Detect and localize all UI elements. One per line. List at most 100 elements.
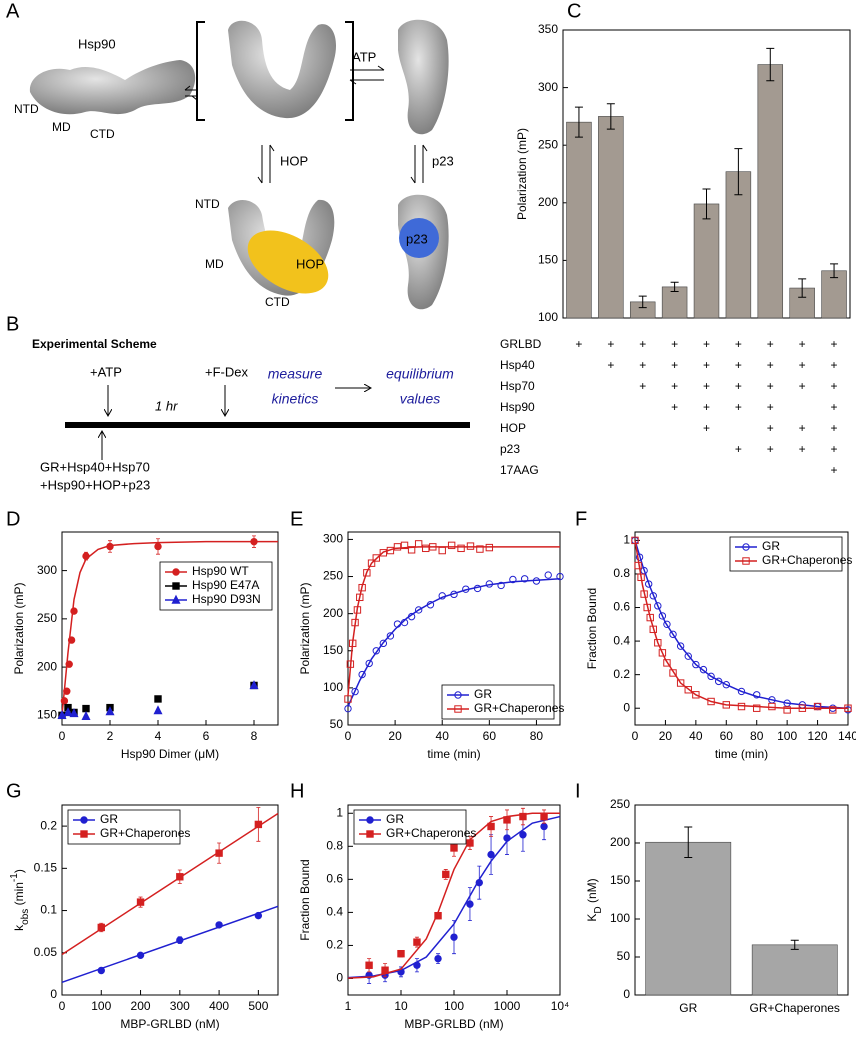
x-tick-label: 0 (59, 999, 66, 1013)
point (457, 544, 465, 553)
x-tick-label: 10⁴ (551, 999, 570, 1013)
point (105, 706, 115, 716)
condition-mark: + (703, 379, 710, 393)
x-tick-label: 0 (345, 729, 352, 743)
error-bar (638, 295, 647, 309)
point (707, 672, 715, 681)
point (635, 553, 644, 561)
point (356, 593, 364, 602)
legend-marker (454, 705, 462, 713)
point (643, 603, 651, 612)
x-tick-label: 300 (170, 999, 190, 1013)
label: measure (268, 366, 323, 382)
label-part: obs (20, 909, 31, 925)
point (658, 612, 667, 620)
y-tick-label: 0 (50, 987, 57, 1001)
condition-mark: + (639, 337, 646, 351)
condition-mark: + (767, 358, 774, 372)
error-bar (606, 103, 615, 130)
legend-marker (80, 830, 88, 838)
condition-mark: + (767, 400, 774, 414)
legend-marker (80, 816, 88, 824)
label: CTD (90, 127, 115, 141)
point (663, 659, 671, 667)
point (475, 878, 483, 887)
label: p23 (406, 231, 428, 246)
label: +F-Dex (205, 364, 248, 379)
point (254, 820, 263, 829)
legend-entry: GR+Chaperones (386, 826, 476, 840)
point (676, 679, 685, 687)
legend-entry: GR+Chaperones (474, 701, 564, 715)
legend-marker (172, 568, 180, 576)
point (509, 575, 517, 584)
point (400, 541, 409, 550)
condition-mark: + (703, 358, 710, 372)
point (365, 659, 373, 668)
y-tick-label: 300 (323, 532, 343, 546)
condition-label: p23 (500, 442, 520, 456)
point (649, 592, 657, 600)
plot-frame (634, 804, 849, 996)
y-tick-label: 50 (617, 949, 631, 963)
y-axis-label: Fraction Bound (585, 588, 599, 669)
point (367, 559, 376, 567)
condition-mark: + (607, 358, 614, 372)
label: MD (205, 257, 224, 271)
x-tick-label: 200 (131, 999, 151, 1013)
point (476, 545, 484, 553)
condition-mark: + (799, 337, 806, 351)
point (487, 822, 495, 831)
panel-label: A (6, 0, 20, 22)
x-tick-label: 80 (530, 729, 544, 743)
condition-mark: + (831, 400, 838, 414)
point (450, 844, 458, 852)
y-tick-label: 250 (610, 797, 630, 811)
condition-mark: + (575, 337, 582, 351)
condition-mark: + (607, 337, 614, 351)
fit-line (61, 540, 278, 716)
point (684, 652, 692, 660)
condition-mark: + (831, 421, 838, 435)
point (70, 607, 78, 615)
point (637, 573, 645, 582)
panel-label: C (567, 0, 581, 22)
bar (566, 121, 592, 319)
point (684, 686, 692, 694)
point (254, 911, 263, 920)
point (250, 537, 258, 546)
point (386, 546, 395, 555)
point (485, 543, 494, 552)
label-part: (nM) (585, 878, 599, 906)
legend-entry: GR (100, 812, 118, 826)
condition-mark: + (831, 463, 838, 477)
fit-line (347, 812, 560, 979)
bar (725, 171, 752, 319)
condition-mark: + (735, 400, 742, 414)
point (519, 812, 527, 821)
y-axis-label: Polarization (mP) (515, 128, 529, 220)
y-tick-label: 0.4 (326, 905, 343, 919)
panel-b-text: Experimental Scheme +ATP 1 hr +F-Dex mea… (32, 337, 454, 492)
y-tick-label: 100 (538, 310, 558, 324)
point (69, 708, 79, 718)
x-tick-label: 1 (345, 999, 352, 1013)
panel-label: B (6, 313, 19, 335)
condition-mark: + (767, 337, 774, 351)
panel-label: H (290, 780, 304, 802)
label: HOP (280, 153, 308, 168)
point (813, 702, 822, 711)
condition-mark: + (639, 379, 646, 393)
point (783, 706, 791, 714)
point (176, 936, 184, 944)
point (649, 625, 657, 634)
point (153, 705, 163, 715)
condition-mark: + (639, 358, 646, 372)
point (154, 695, 162, 703)
point (81, 710, 91, 721)
point (798, 704, 807, 712)
condition-mark: + (671, 379, 678, 393)
x-tick-label: 140 (838, 729, 856, 743)
panel-label: I (575, 780, 581, 802)
x-axis-label: time (min) (427, 747, 480, 761)
